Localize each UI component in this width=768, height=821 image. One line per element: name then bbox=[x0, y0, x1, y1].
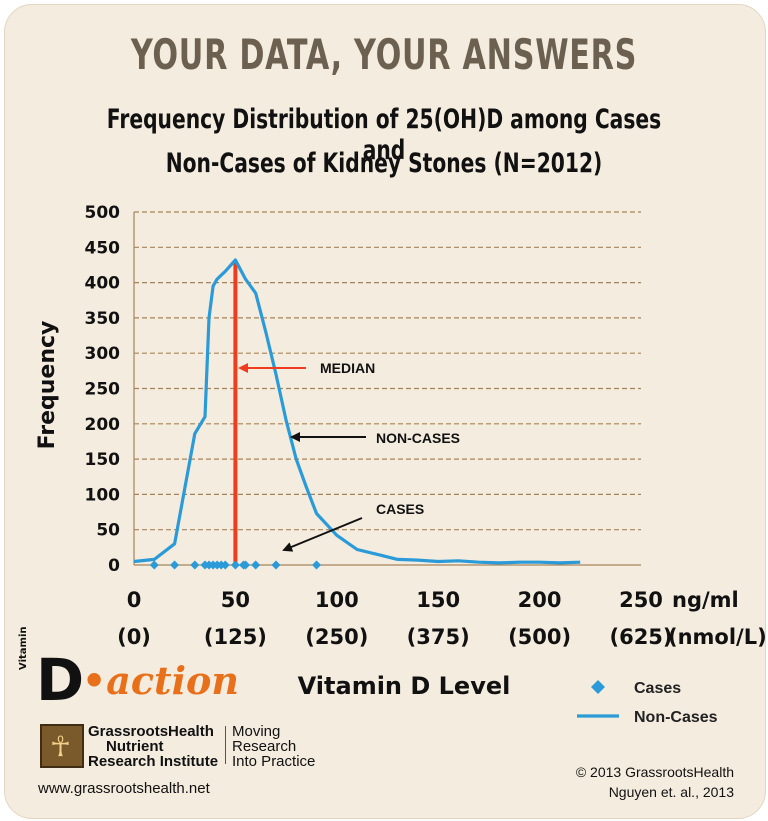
annotations: MEDIAN NON-CASES CASES bbox=[238, 360, 460, 552]
y-tick-label: 450 bbox=[85, 238, 121, 258]
data-point-cases bbox=[149, 560, 159, 570]
x-tick-label-nmol: (250) bbox=[305, 625, 368, 649]
data-point-cases bbox=[271, 560, 281, 570]
x-unit-nmol: (nmol/L) bbox=[668, 625, 767, 649]
legend-label-cases: Cases bbox=[634, 680, 681, 697]
y-tick-label: 0 bbox=[108, 556, 120, 576]
tagline: Moving Research Into Practice bbox=[232, 724, 315, 769]
x-tick-label-nmol: (625) bbox=[609, 625, 672, 649]
website-link[interactable]: www.grassrootshealth.net bbox=[38, 780, 210, 797]
x-tick-label-nmol: (0) bbox=[117, 625, 151, 649]
vitamin-d-action-logo: Vitamin D •action bbox=[18, 627, 278, 715]
x-tick-labels: 0 (0) 50 (125) 100 (250) 150 (375) 200 (500) 250 (6… bbox=[117, 588, 767, 649]
data-point-cases bbox=[220, 560, 230, 570]
y-axis-label: Frequency bbox=[35, 321, 60, 450]
data-point-cases bbox=[230, 560, 240, 570]
chart-title-line2: Non-Cases of Kidney Stones (N=2012) bbox=[165, 148, 603, 179]
gridlines bbox=[133, 211, 641, 566]
background-card bbox=[4, 4, 766, 819]
y-tick-label: 300 bbox=[85, 344, 121, 364]
logo-d-letter: D bbox=[36, 646, 85, 714]
grassrootshealth-logo: ☥ GrassrootsHealth Nutrient Research Ins… bbox=[40, 724, 340, 774]
cases-annotation: CASES bbox=[376, 501, 424, 517]
non-cases-annotation: NON-CASES bbox=[376, 430, 460, 446]
x-tick-label-nmol: (375) bbox=[407, 625, 470, 649]
logo-separator bbox=[225, 726, 226, 764]
data-point-cases bbox=[170, 560, 180, 570]
x-tick-label-nmol: (125) bbox=[204, 625, 267, 649]
cases-arrow bbox=[282, 517, 363, 552]
org-line2: Nutrient bbox=[106, 738, 164, 755]
org-line3: Research Institute bbox=[88, 753, 219, 770]
legend-label-non-cases: Non-Cases bbox=[634, 709, 718, 726]
x-tick-label: 200 bbox=[518, 588, 562, 612]
x-tick-label-nmol: (500) bbox=[508, 625, 571, 649]
logo-vitamin-word: Vitamin bbox=[18, 626, 29, 671]
tagline-line3: Into Practice bbox=[232, 753, 316, 770]
data-point-cases bbox=[241, 560, 251, 570]
median-annotation: MEDIAN bbox=[320, 360, 375, 376]
chart-title-line1: Frequency Distribution of 25(OH)D among … bbox=[106, 104, 662, 166]
tagline-line2: Research bbox=[232, 738, 297, 755]
y-tick-label: 150 bbox=[85, 450, 121, 470]
y-tick-label: 500 bbox=[85, 203, 121, 223]
x-axis-label: Vitamin D Level bbox=[298, 672, 511, 700]
org-name: GrassrootsHealth Nutrient Research Insti… bbox=[88, 724, 218, 769]
y-tick-label: 200 bbox=[85, 415, 121, 435]
y-tick-label: 50 bbox=[96, 521, 120, 541]
x-tick-label: 150 bbox=[416, 588, 460, 612]
vitruvian-man-icon: ☥ bbox=[40, 724, 84, 768]
plot-area bbox=[133, 258, 581, 570]
headline: YOUR DATA, YOUR ANSWERS bbox=[130, 30, 638, 79]
logo-action-word: •action bbox=[82, 658, 240, 703]
y-tick-label: 250 bbox=[85, 380, 121, 400]
x-tick-label: 100 bbox=[315, 588, 359, 612]
series-line-non-cases bbox=[133, 258, 581, 565]
org-line1: GrassrootsHealth bbox=[88, 723, 214, 740]
x-unit-ngml: ng/ml bbox=[672, 588, 739, 612]
y-tick-label: 350 bbox=[85, 309, 121, 329]
y-tick-labels: 0 50 100 150 200 250 300 350 400 450 500 bbox=[85, 203, 121, 576]
citation-text: Nguyen et. al., 2013 bbox=[608, 784, 734, 800]
x-tick-label: 0 bbox=[127, 588, 142, 612]
data-point-cases bbox=[312, 560, 322, 570]
tagline-line1: Moving bbox=[232, 723, 281, 740]
data-point-cases bbox=[251, 560, 261, 570]
data-point-cases bbox=[190, 560, 200, 570]
y-tick-label: 400 bbox=[85, 274, 121, 294]
legend: Cases Non-Cases bbox=[577, 680, 718, 726]
copyright-text: © 2013 GrassrootsHealth bbox=[575, 764, 734, 780]
x-tick-label: 50 bbox=[221, 588, 250, 612]
credits: © 2013 GrassrootsHealth Nguyen et. al., … bbox=[576, 762, 734, 802]
legend-marker-cases bbox=[591, 680, 605, 694]
y-tick-label: 100 bbox=[85, 485, 121, 505]
x-tick-label: 250 bbox=[619, 588, 663, 612]
